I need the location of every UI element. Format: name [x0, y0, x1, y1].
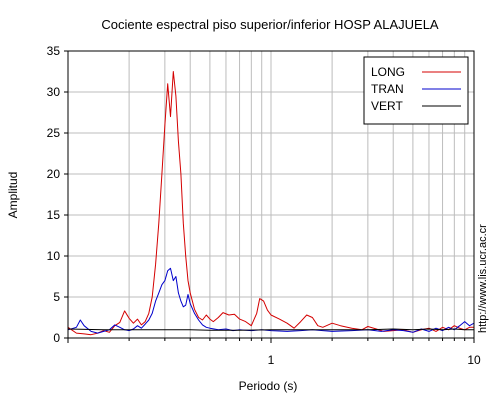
y-tick-label: 0	[53, 331, 60, 345]
side-url-text: http://www.lis.ucr.ac.cr	[477, 224, 489, 333]
x-tick-label: 1	[268, 353, 275, 367]
y-tick-label: 5	[53, 290, 60, 304]
y-tick-label: 25	[47, 126, 61, 140]
legend-label-long: LONG	[371, 65, 405, 79]
series-line-vert	[67, 328, 474, 331]
y-axis-label: Amplitud	[6, 172, 20, 219]
y-tick-label: 10	[47, 249, 61, 263]
legend: LONG TRAN VERT	[363, 56, 469, 125]
y-tick-label: 20	[47, 167, 61, 181]
legend-box	[363, 56, 469, 125]
series-line-tran	[67, 267, 475, 334]
y-tick-label: 35	[47, 44, 61, 58]
x-tick-label: 10	[467, 353, 481, 367]
y-axis: 0 5 10 15 20 25 30 35	[47, 44, 68, 345]
y-tick-label: 30	[47, 85, 61, 99]
y-tick-label: 15	[47, 208, 61, 222]
legend-label-vert: VERT	[371, 99, 403, 113]
x-axis-label: Periodo (s)	[239, 379, 298, 393]
legend-label-tran: TRAN	[371, 82, 404, 96]
series-lines	[67, 71, 475, 336]
chart-title: Cociente espectral piso superior/inferio…	[101, 17, 439, 32]
x-axis: 1 10	[67, 338, 481, 367]
